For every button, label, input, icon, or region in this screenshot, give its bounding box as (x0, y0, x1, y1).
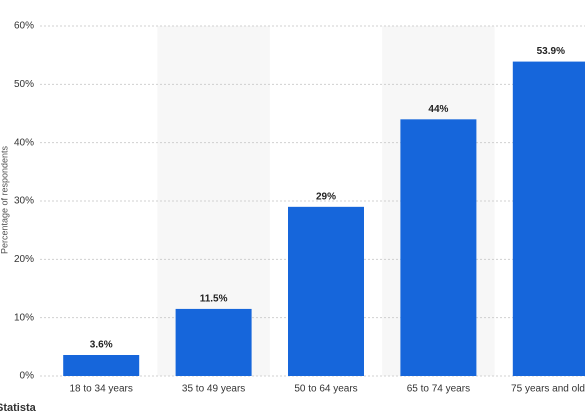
x-tick-label: 50 to 64 years (294, 384, 357, 395)
y-tick-label: 0% (20, 371, 35, 382)
y-tick-label: 60% (14, 21, 34, 32)
value-label: 11.5% (200, 294, 228, 305)
y-tick-label: 10% (14, 312, 34, 323)
value-label: 53.9% (537, 46, 565, 57)
y-tick-label: 20% (14, 254, 34, 265)
bar (175, 308, 252, 376)
value-label: 29% (316, 191, 336, 202)
x-tick-label: 18 to 34 years (70, 384, 133, 395)
x-tick-label: 65 to 74 years (407, 384, 470, 395)
bar (63, 355, 140, 376)
bar (512, 61, 585, 376)
x-tick-label: 35 to 49 years (182, 384, 245, 395)
value-label: 44% (428, 104, 448, 115)
x-tick-label: 75 years and old (511, 384, 585, 395)
value-label: 3.6% (90, 340, 113, 351)
y-tick-label: 30% (14, 196, 34, 207)
y-tick-label: 50% (14, 79, 34, 90)
bar (288, 206, 364, 376)
y-axis-title: Percentage of respondents (0, 145, 9, 254)
source-brand: Statista (0, 402, 37, 414)
y-tick-label: 40% (14, 137, 34, 148)
bar (400, 119, 477, 376)
